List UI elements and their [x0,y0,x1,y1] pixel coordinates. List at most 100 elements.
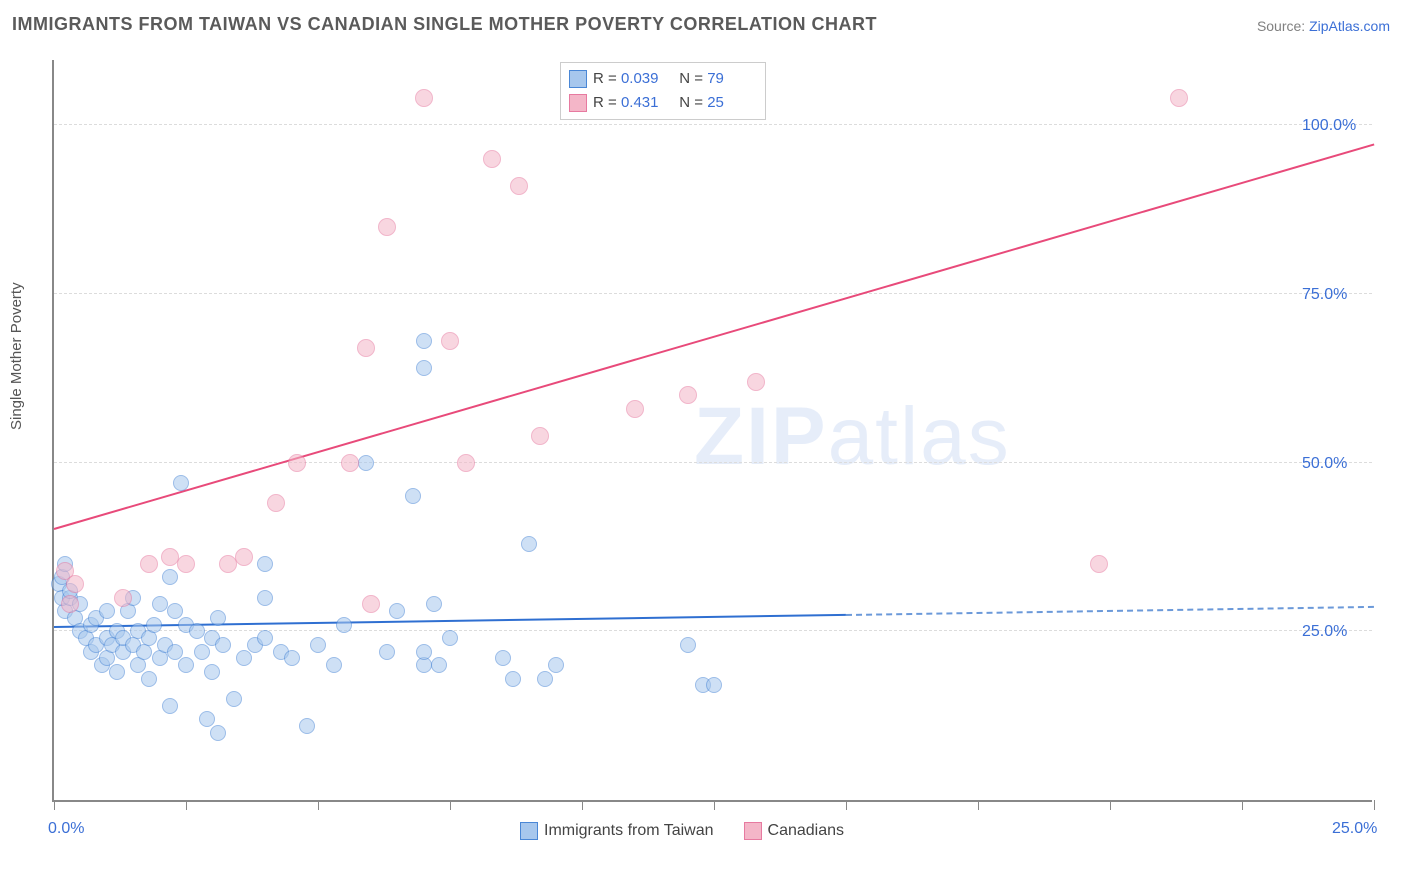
legend-n-label: N = [679,70,703,87]
data-point-taiwan [284,650,300,666]
data-point-canadians [747,373,765,391]
legend-swatch [569,94,587,112]
data-point-canadians [235,548,253,566]
legend-item-canadians: Canadians [744,822,845,839]
data-point-canadians [626,400,644,418]
data-point-canadians [362,595,380,613]
legend-swatch [744,822,762,840]
x-tick [714,800,715,810]
legend-series-label: Immigrants from Taiwan [544,822,714,839]
data-point-taiwan [326,657,342,673]
data-point-taiwan [358,455,374,471]
x-tick [318,800,319,810]
data-point-taiwan [416,333,432,349]
data-point-taiwan [141,671,157,687]
data-point-taiwan [210,725,226,741]
source-prefix: Source: [1257,18,1309,34]
gridline [54,462,1372,463]
data-point-taiwan [162,569,178,585]
legend-n-value: 25 [707,91,757,115]
data-point-canadians [1170,89,1188,107]
data-point-canadians [61,595,79,613]
data-point-taiwan [537,671,553,687]
scatter-plot-area: ZIPatlas [52,60,1372,802]
data-point-taiwan [416,360,432,376]
data-point-canadians [483,150,501,168]
legend-r-value: 0.039 [621,67,671,91]
data-point-taiwan [109,664,125,680]
data-point-taiwan [379,644,395,660]
watermark: ZIPatlas [694,390,1011,484]
data-point-canadians [177,555,195,573]
data-point-canadians [441,332,459,350]
data-point-canadians [288,454,306,472]
data-point-taiwan [426,596,442,612]
legend-item-taiwan: Immigrants from Taiwan [520,822,714,839]
legend-series: Immigrants from Taiwan Canadians [520,822,874,840]
data-point-taiwan [495,650,511,666]
data-point-taiwan [416,644,432,660]
regression-line [846,606,1374,616]
data-point-taiwan [226,691,242,707]
data-point-taiwan [257,630,273,646]
y-axis-label: Single Mother Poverty [8,282,25,430]
data-point-canadians [267,494,285,512]
data-point-taiwan [152,596,168,612]
data-point-taiwan [189,623,205,639]
x-tick [978,800,979,810]
legend-row-canadians: R = 0.431 N = 25 [569,91,757,115]
data-point-taiwan [204,664,220,680]
y-tick-label: 75.0% [1302,286,1347,304]
data-point-canadians [378,218,396,236]
data-point-taiwan [405,488,421,504]
data-point-taiwan [431,657,447,673]
source-link[interactable]: ZipAtlas.com [1309,18,1390,34]
data-point-canadians [140,555,158,573]
x-tick [846,800,847,810]
watermark-bold: ZIP [694,391,828,482]
data-point-taiwan [706,677,722,693]
legend-series-label: Canadians [768,822,845,839]
data-point-canadians [1090,555,1108,573]
data-point-taiwan [680,637,696,653]
x-tick [582,800,583,810]
data-point-taiwan [389,603,405,619]
data-point-taiwan [173,475,189,491]
data-point-taiwan [99,603,115,619]
data-point-taiwan [162,698,178,714]
x-tick [1110,800,1111,810]
legend-swatch [520,822,538,840]
legend-r-label: R = [593,94,617,111]
data-point-taiwan [336,617,352,633]
legend-r-value: 0.431 [621,91,671,115]
gridline [54,630,1372,631]
data-point-taiwan [505,671,521,687]
x-tick [450,800,451,810]
y-tick-label: 100.0% [1302,117,1356,135]
data-point-taiwan [299,718,315,734]
data-point-taiwan [178,657,194,673]
data-point-canadians [510,177,528,195]
legend-r-label: R = [593,70,617,87]
legend-n-label: N = [679,94,703,111]
data-point-canadians [457,454,475,472]
legend-swatch [569,70,587,88]
legend-correlation-box: R = 0.039 N = 79R = 0.431 N = 25 [560,62,766,120]
gridline [54,124,1372,125]
x-tick-label: 0.0% [48,820,84,838]
regression-line [54,144,1375,530]
data-point-taiwan [215,637,231,653]
source-attribution: Source: ZipAtlas.com [1257,18,1390,34]
y-tick-label: 25.0% [1302,623,1347,641]
legend-row-taiwan: R = 0.039 N = 79 [569,67,757,91]
x-tick [54,800,55,810]
x-tick [1374,800,1375,810]
y-tick-label: 50.0% [1302,455,1347,473]
legend-n-value: 79 [707,67,757,91]
data-point-taiwan [146,617,162,633]
data-point-canadians [679,386,697,404]
data-point-canadians [415,89,433,107]
watermark-rest: atlas [828,391,1011,482]
data-point-canadians [66,575,84,593]
data-point-taiwan [521,536,537,552]
